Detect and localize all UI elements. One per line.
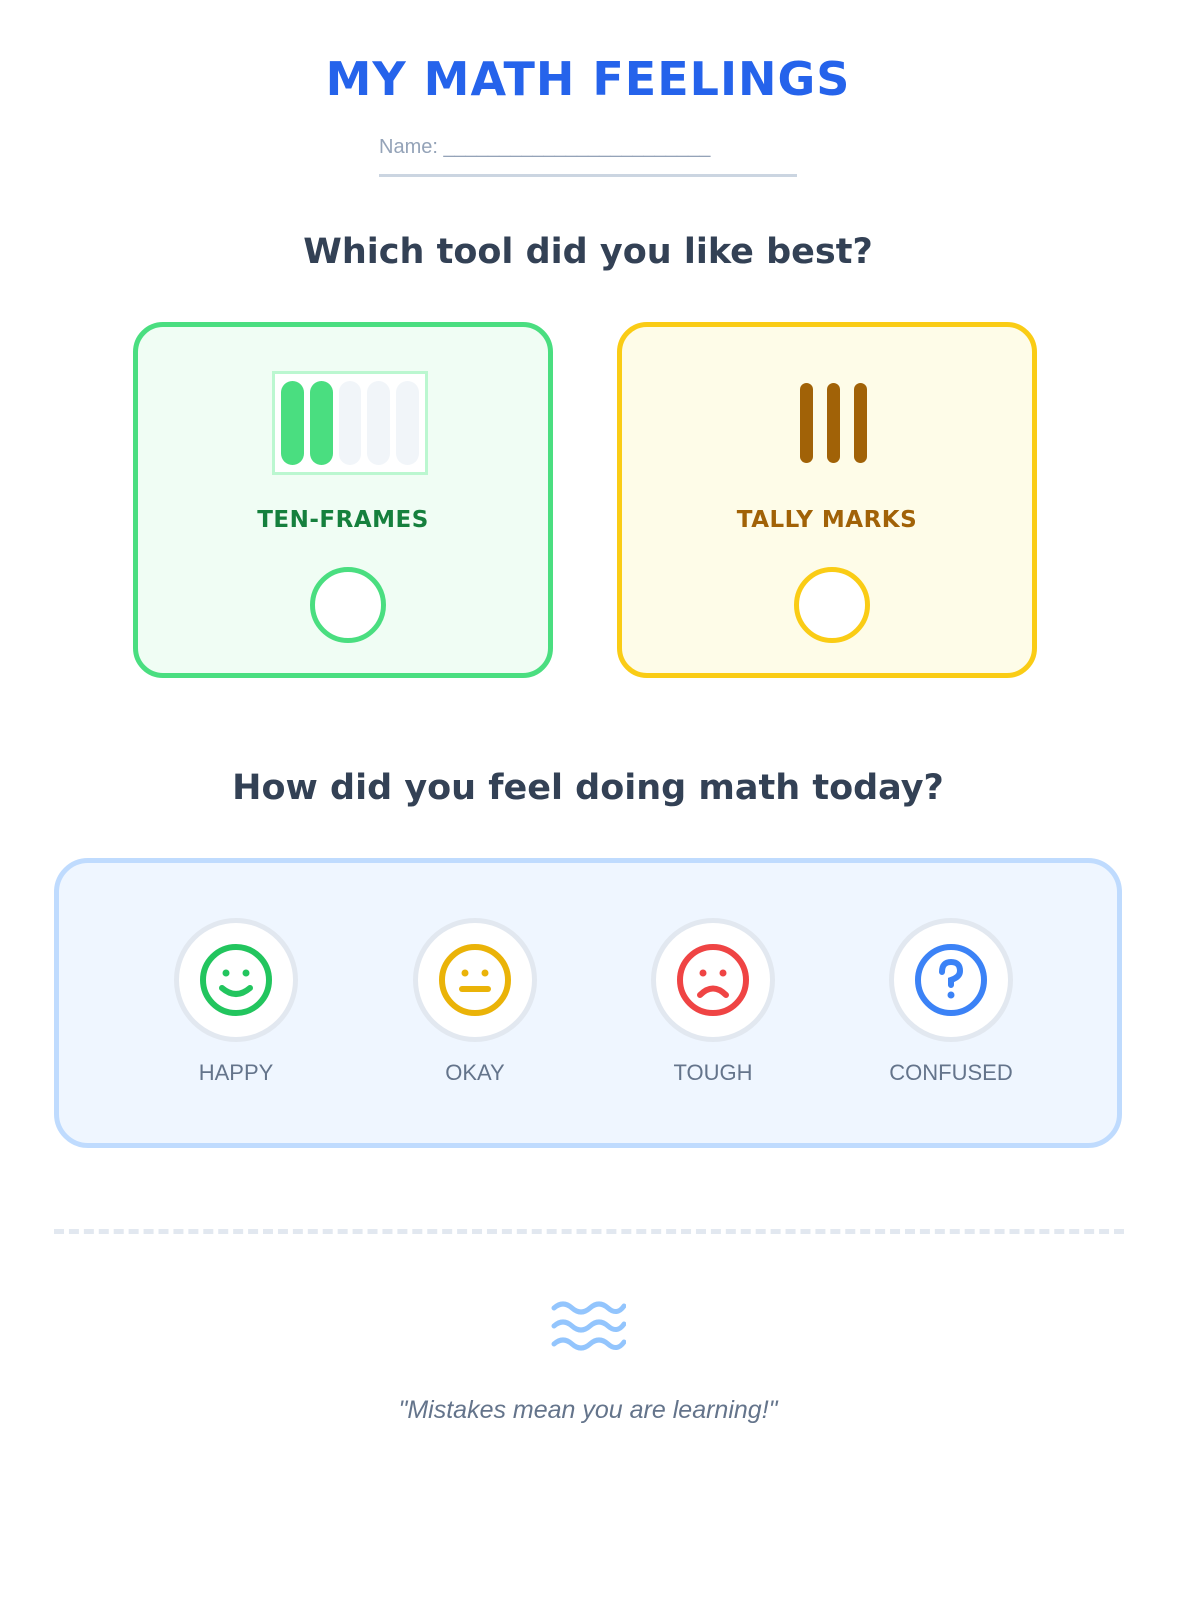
feeling-label: TOUGH (673, 1060, 753, 1085)
name-field[interactable]: Name: ________________________ (379, 136, 797, 177)
happy-face-icon (200, 944, 272, 1016)
feeling-tough[interactable]: TOUGH (648, 918, 778, 1086)
neutral-face-icon (439, 944, 511, 1016)
tool-label: TEN-FRAMES (257, 507, 429, 533)
feeling-okay[interactable]: OKAY (410, 918, 540, 1086)
feeling-happy[interactable]: HAPPY (171, 918, 301, 1086)
feeling-confused[interactable]: CONFUSED (886, 918, 1016, 1086)
radio-tally-marks[interactable] (794, 567, 870, 643)
tool-label: TALLY MARKS (736, 507, 918, 533)
page-title: MY MATH FEELINGS (325, 52, 851, 106)
radio-ten-frames[interactable] (310, 567, 386, 643)
question-feeling: How did you feel doing math today? (232, 768, 944, 808)
sad-face-icon (677, 944, 749, 1016)
feeling-label: OKAY (445, 1060, 505, 1085)
feelings-panel: HAPPY OKAY TOUGH CONFUSED (54, 858, 1122, 1148)
question-tool: Which tool did you like best? (303, 232, 873, 272)
tool-card-tally-marks[interactable]: TALLY MARKS (617, 322, 1037, 678)
divider (54, 1229, 1124, 1234)
ten-frame-icon (272, 371, 428, 475)
question-icon (915, 944, 987, 1016)
waves-icon (551, 1301, 626, 1351)
tool-card-ten-frames[interactable]: TEN-FRAMES (133, 322, 553, 678)
feeling-label: HAPPY (198, 1060, 274, 1085)
tally-marks-icon (800, 383, 867, 463)
quote: "Mistakes mean you are learning!" (398, 1396, 778, 1424)
feeling-label: CONFUSED (889, 1060, 1013, 1085)
